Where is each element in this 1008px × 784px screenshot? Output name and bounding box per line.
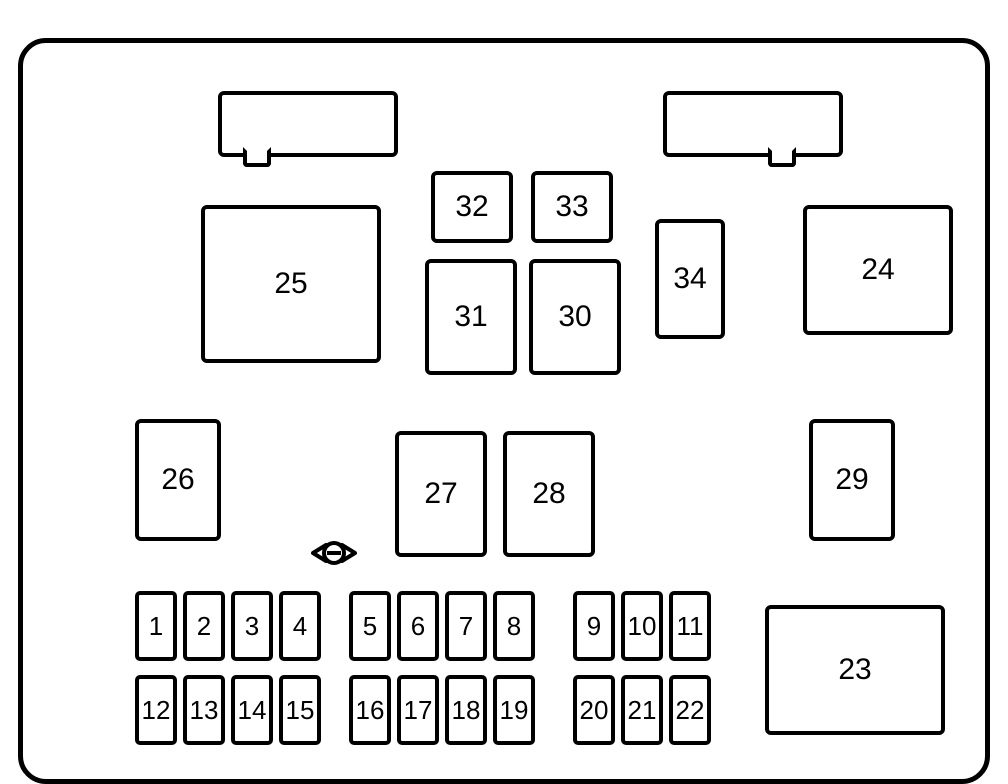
fuse-slot-11: 11: [669, 591, 711, 661]
fuse-slot-30: 30: [529, 259, 621, 375]
fastener-icon: [311, 541, 357, 565]
fuse-label: 22: [676, 695, 705, 726]
fuse-label: 32: [455, 190, 488, 224]
fuse-slot-33: 33: [531, 171, 613, 243]
fuse-label: 26: [161, 463, 194, 497]
fuse-slot-4: 4: [279, 591, 321, 661]
fuse-slot-27: 27: [395, 431, 487, 557]
fuse-slot-23: 23: [765, 605, 945, 735]
fuse-label: 2: [197, 611, 211, 642]
fuse-slot-3: 3: [231, 591, 273, 661]
connector-outline: [663, 91, 843, 157]
fuse-label: 11: [677, 611, 704, 642]
fuse-label: 18: [452, 695, 481, 726]
fuse-slot-17: 17: [397, 675, 439, 745]
fuse-slot-6: 6: [397, 591, 439, 661]
fuse-panel-outline: 2524323331303426272829231234121314155678…: [18, 38, 990, 784]
fuse-label: 12: [142, 695, 171, 726]
connector-tab: [243, 147, 271, 167]
fuse-slot-13: 13: [183, 675, 225, 745]
fuse-label: 6: [411, 611, 425, 642]
connector-tab: [768, 147, 796, 167]
fuse-slot-5: 5: [349, 591, 391, 661]
fuse-slot-26: 26: [135, 419, 221, 541]
fuse-slot-15: 15: [279, 675, 321, 745]
fuse-slot-14: 14: [231, 675, 273, 745]
fuse-slot-16: 16: [349, 675, 391, 745]
fuse-slot-25: 25: [201, 205, 381, 363]
fuse-slot-22: 22: [669, 675, 711, 745]
fuse-label: 1: [149, 611, 163, 642]
fuse-slot-31: 31: [425, 259, 517, 375]
fuse-slot-8: 8: [493, 591, 535, 661]
fuse-label: 14: [238, 695, 267, 726]
fuse-label: 25: [274, 267, 307, 301]
fuse-slot-32: 32: [431, 171, 513, 243]
fuse-slot-9: 9: [573, 591, 615, 661]
fuse-slot-2: 2: [183, 591, 225, 661]
fuse-slot-10: 10: [621, 591, 663, 661]
fuse-slot-19: 19: [493, 675, 535, 745]
fuse-slot-18: 18: [445, 675, 487, 745]
fuse-label: 30: [558, 300, 591, 334]
fuse-slot-28: 28: [503, 431, 595, 557]
fuse-label: 3: [245, 611, 259, 642]
fuse-label: 33: [555, 190, 588, 224]
fuse-label: 9: [587, 611, 601, 642]
fuse-label: 17: [404, 695, 433, 726]
fuse-label: 21: [628, 695, 657, 726]
fuse-label: 16: [356, 695, 385, 726]
fuse-label: 5: [363, 611, 377, 642]
fuse-label: 7: [459, 611, 473, 642]
fuse-slot-24: 24: [803, 205, 953, 335]
fuse-slot-12: 12: [135, 675, 177, 745]
fuse-label: 19: [500, 695, 529, 726]
fuse-label: 23: [838, 653, 871, 687]
fuse-slot-1: 1: [135, 591, 177, 661]
fuse-label: 15: [286, 695, 315, 726]
fuse-slot-29: 29: [809, 419, 895, 541]
fuse-slot-34: 34: [655, 219, 725, 339]
fuse-slot-7: 7: [445, 591, 487, 661]
fuse-label: 20: [580, 695, 609, 726]
fuse-label: 13: [190, 695, 219, 726]
fuse-label: 8: [507, 611, 521, 642]
fuse-label: 31: [454, 300, 487, 334]
fuse-label: 27: [424, 477, 457, 511]
fuse-label: 34: [673, 262, 706, 296]
fuse-slot-20: 20: [573, 675, 615, 745]
fuse-label: 28: [532, 477, 565, 511]
fuse-label: 24: [861, 253, 894, 287]
fuse-label: 29: [835, 463, 868, 497]
fuse-label: 4: [293, 611, 307, 642]
fuse-label: 10: [628, 611, 657, 642]
fuse-slot-21: 21: [621, 675, 663, 745]
